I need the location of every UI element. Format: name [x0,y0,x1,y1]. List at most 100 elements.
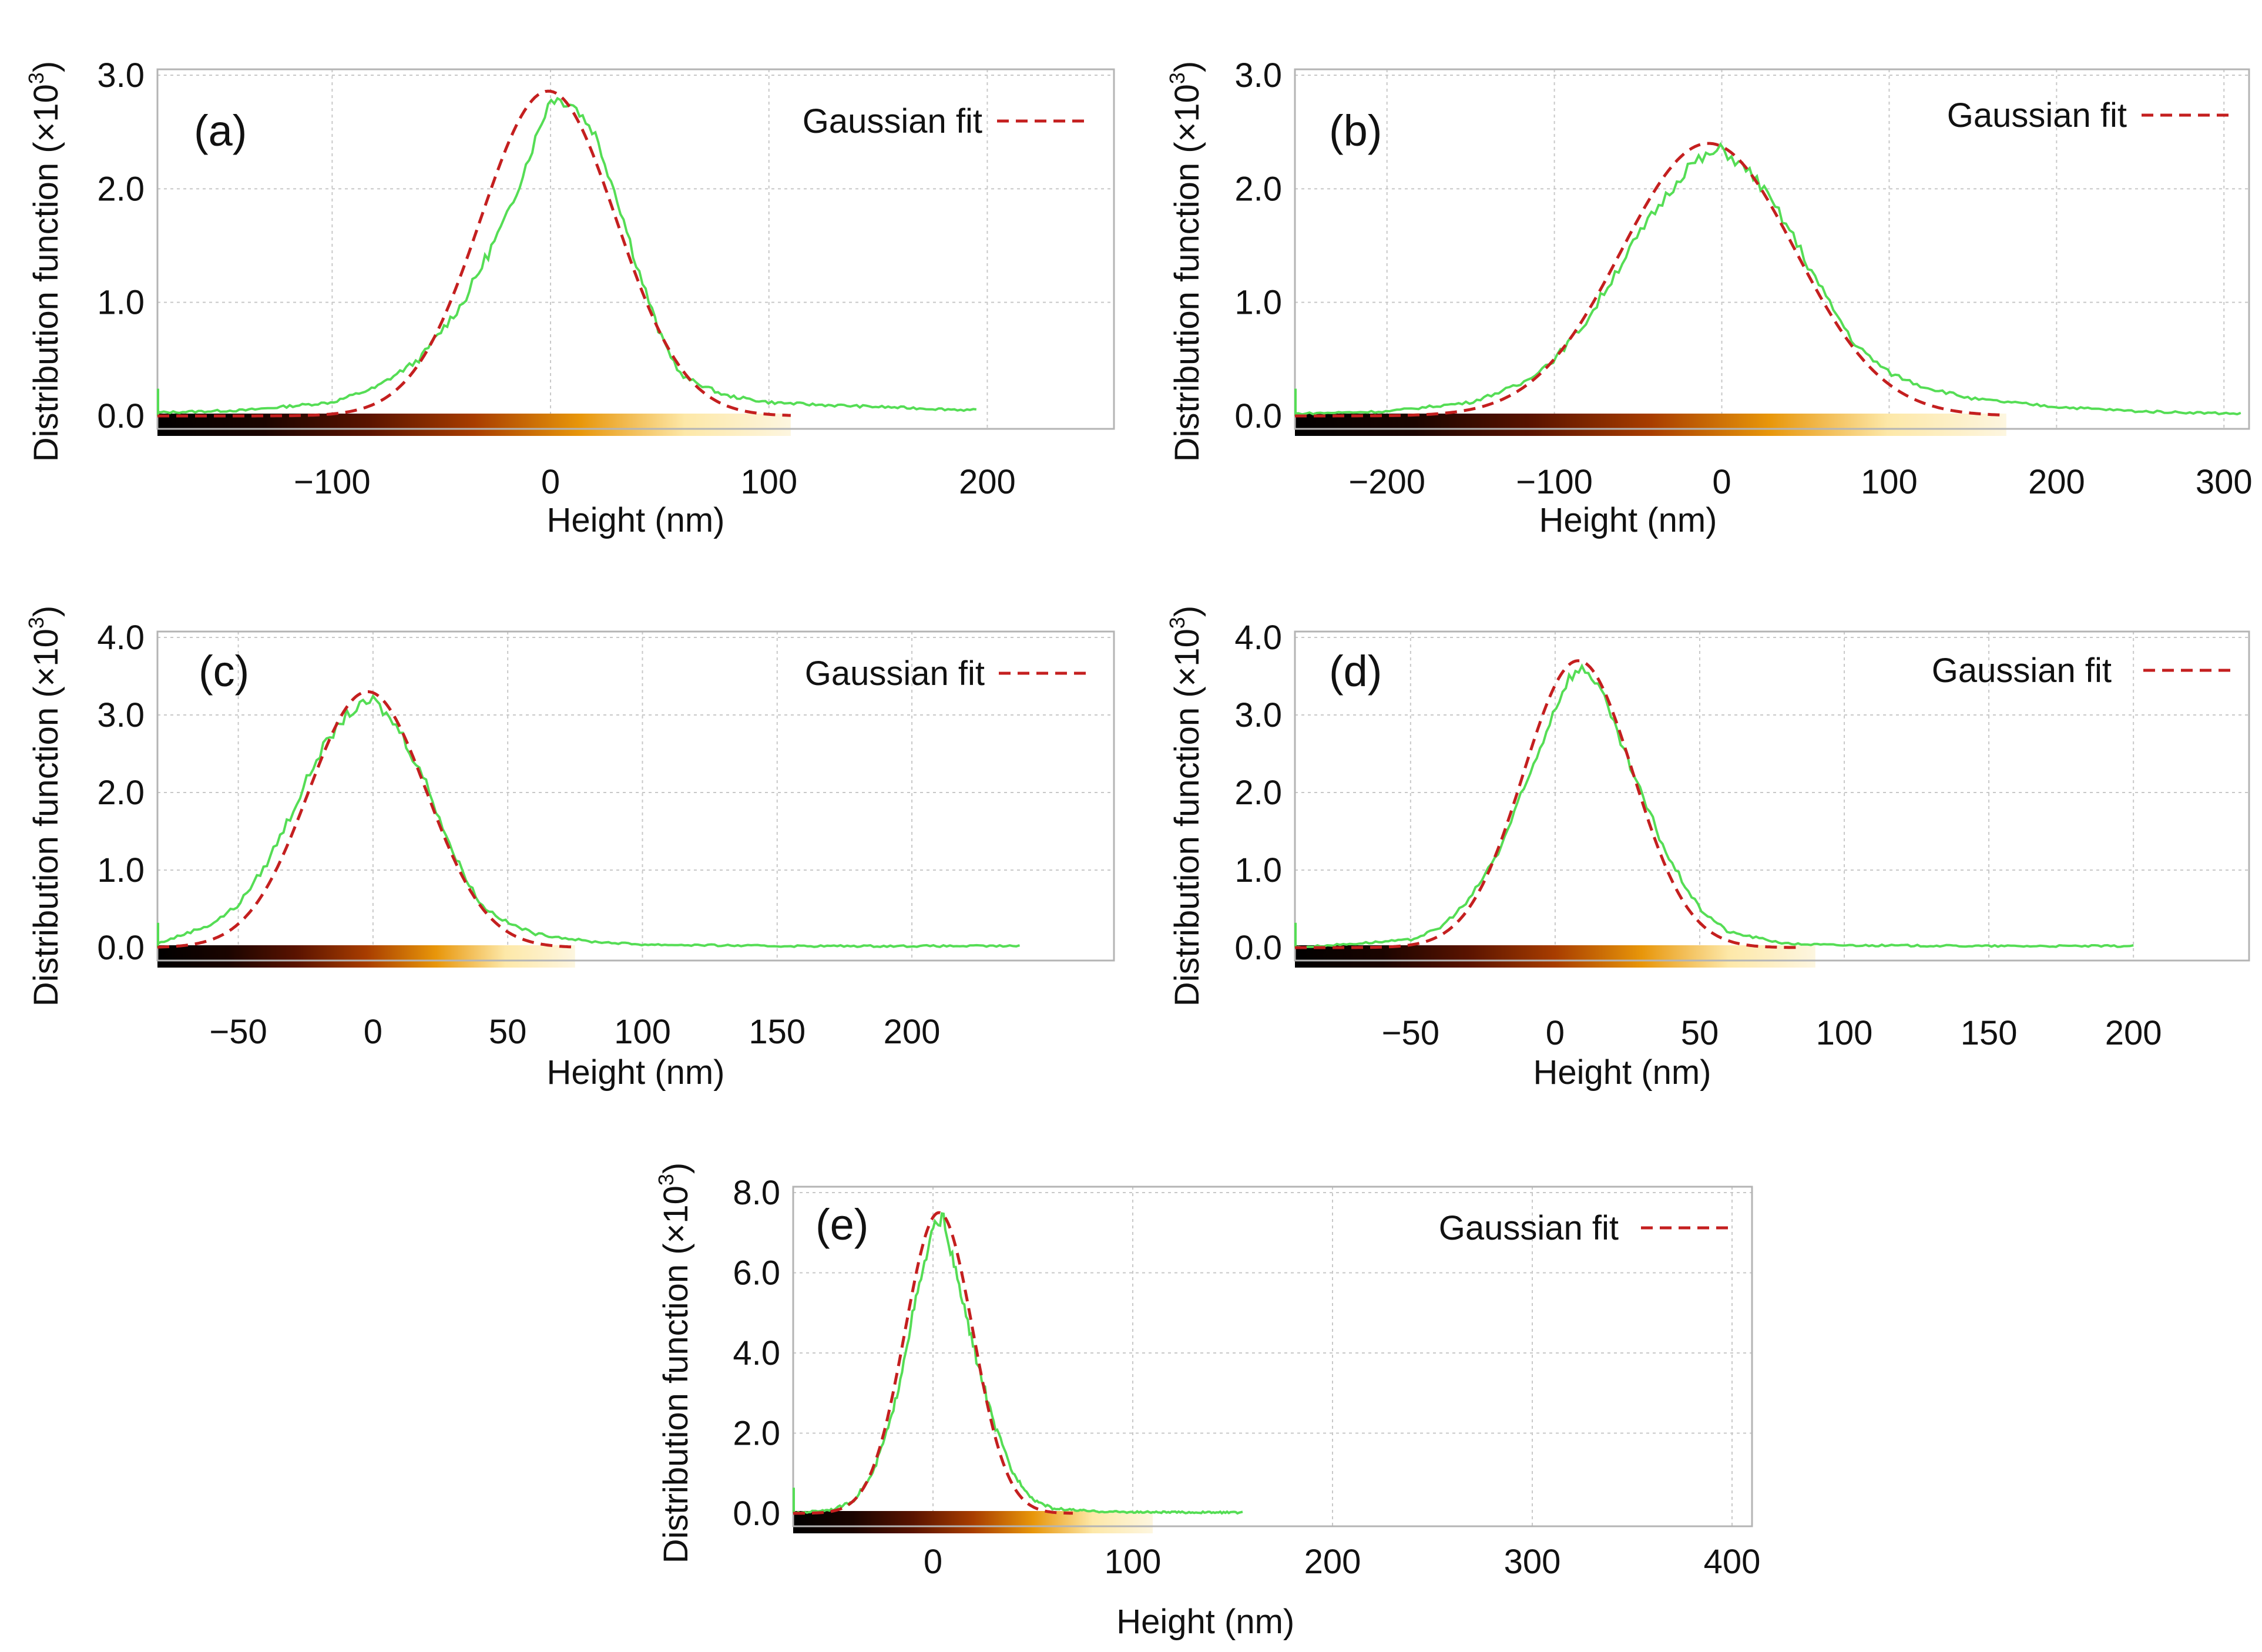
y-tick-label: 1.0 [97,284,145,322]
x-tick-label: 100 [1105,1543,1162,1581]
panel-label: (c) [199,647,249,696]
chart-panel-e: 0.0 2.0 4.0 6.0 8.0 0 100 200 300 400 Height (nm) D… [654,1163,1760,1641]
y-tick-label: 0.0 [97,397,145,435]
x-tick-label: 0 [364,1013,382,1051]
panel-label: (d) [1329,647,1382,696]
y-tick-label: 1.0 [97,851,145,889]
x-axis-title: Height (nm) [547,501,725,539]
y-tick-label: 2.0 [1234,774,1282,812]
panel-label: (b) [1329,106,1382,155]
y-axis-title: Distribution function (×103) [654,1163,695,1564]
x-tick-label: −100 [294,463,371,501]
x-tick-label: 200 [884,1013,941,1051]
x-tick-label: 200 [2028,463,2085,501]
y-tick-label: 2.0 [733,1415,780,1453]
legend-label: Gaussian fit [1439,1209,1619,1247]
x-tick-label: 300 [2196,463,2253,501]
y-tick-label: 3.0 [97,56,145,95]
x-tick-label: 200 [2105,1014,2162,1052]
y-axis-title: Distribution function (×103) [1165,606,1206,1007]
y-tick-label: 0.0 [1234,397,1282,435]
chart-panel-d: 0.0 1.0 2.0 3.0 4.0 −50 0 50 100 150 200 Height (nm… [1165,606,2250,1092]
y-axis-title-text: Distribution function (×103) [654,1163,695,1564]
plot-area [1295,69,2249,429]
y-axis-title-text: Distribution function (×103) [1165,61,1206,462]
y-axis-title: Distribution function (×103) [24,606,65,1007]
x-axis-title: Height (nm) [547,1053,725,1092]
y-tick-label: 3.0 [97,696,145,734]
x-tick-label: 50 [1681,1014,1719,1052]
chart-panel-b: 0.0 1.0 2.0 3.0 −200 −100 0 100 200 300 Height (nm… [1165,56,2253,539]
gaussian-fit-line [1295,142,2006,418]
x-tick-label: −50 [1382,1014,1439,1052]
plot-area [1295,632,2249,961]
x-tick-label: −50 [209,1013,267,1051]
y-axis-title: Distribution function (×103) [1165,61,1206,462]
y-axis-title-text: Distribution function (×103) [1165,606,1206,1007]
plot-frame [156,68,1115,430]
y-tick-label: 4.0 [97,619,145,657]
x-tick-label: 0 [1712,463,1731,501]
panel-label: (e) [815,1200,868,1249]
x-tick-label: −100 [1516,463,1593,501]
y-tick-label: 4.0 [733,1334,780,1372]
x-axis-title: Height (nm) [1533,1053,1711,1092]
legend-label: Gaussian fit [805,654,985,693]
x-tick-label: −200 [1348,463,1425,501]
plot-frame [1294,630,2250,962]
plot-area [157,69,1114,429]
plot-frame [156,630,1115,962]
x-tick-label: 150 [1961,1014,2018,1052]
x-tick-label: 0 [924,1543,942,1581]
y-tick-label: 8.0 [733,1174,780,1212]
y-tick-label: 4.0 [1234,619,1282,657]
gaussian-fit-line [157,89,791,418]
y-axis-title-text: Distribution function (×103) [24,61,65,462]
chart-panel-a: 0.0 1.0 2.0 3.0 −100 0 100 200 Height (nm) Distri… [24,56,1115,539]
y-tick-label: 0.0 [1234,929,1282,967]
plot-frame [1294,68,2250,430]
y-tick-label: 2.0 [97,774,145,812]
y-tick-label: 1.0 [1234,851,1282,889]
y-tick-label: 2.0 [1234,170,1282,208]
y-tick-label: 3.0 [1234,56,1282,95]
data-series-line [793,1212,1243,1515]
y-tick-label: 0.0 [97,929,145,967]
x-tick-label: 100 [1861,463,1918,501]
data-series-line [157,96,977,415]
gaussian-fit-line [793,1211,1073,1515]
legend-label: Gaussian fit [1947,96,2127,135]
y-tick-label: 2.0 [97,170,145,208]
x-tick-label: 300 [1504,1543,1561,1581]
x-tick-label: 200 [1304,1543,1361,1581]
height-colorbar [1295,414,2006,436]
y-tick-label: 1.0 [1234,284,1282,322]
x-tick-label: 200 [959,463,1016,501]
data-series-line [1294,142,2241,416]
x-tick-label: 0 [541,463,560,501]
x-tick-label: 50 [489,1013,527,1051]
x-axis-title: Height (nm) [1539,501,1717,539]
x-tick-label: 150 [749,1013,806,1051]
plot-frame [792,1186,1753,1527]
gaussian-fit-line [1295,659,1801,949]
x-tick-label: 100 [1816,1014,1873,1052]
legend-label: Gaussian fit [803,102,982,140]
y-axis-title: Distribution function (×103) [24,61,65,462]
y-tick-label: 3.0 [1234,696,1282,734]
data-series-line [157,694,1021,948]
x-tick-label: 0 [1546,1014,1565,1052]
y-axis-title-text: Distribution function (×103) [24,606,65,1007]
data-series-line [1294,663,2134,949]
x-tick-label: 100 [740,463,797,501]
height-colorbar [157,945,575,968]
height-colorbar [1295,945,1815,968]
height-colorbar [793,1511,1153,1533]
legend-label: Gaussian fit [1932,652,2112,690]
x-tick-label: 100 [614,1013,671,1051]
x-tick-label: 400 [1704,1543,1761,1581]
y-tick-label: 6.0 [733,1254,780,1292]
chart-panel-c: 0.0 1.0 2.0 3.0 4.0 −50 0 50 100 150 200 Height (nm… [24,606,1115,1092]
plot-area [793,1187,1752,1526]
